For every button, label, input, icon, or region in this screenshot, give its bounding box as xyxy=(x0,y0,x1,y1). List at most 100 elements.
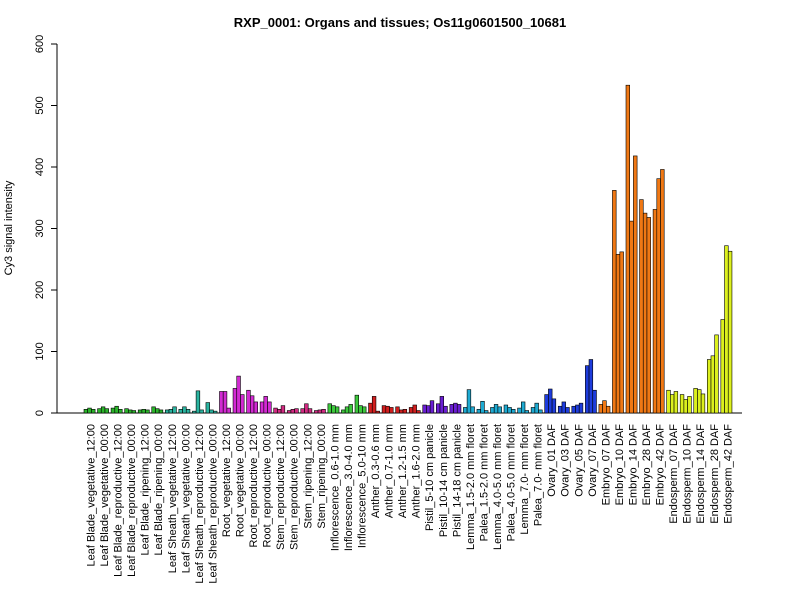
bar xyxy=(395,406,400,414)
x-category-label: Root_vegetative_00:00 xyxy=(235,424,247,537)
bar xyxy=(710,355,716,414)
bar xyxy=(629,220,634,414)
bar xyxy=(697,389,702,414)
bar xyxy=(273,407,278,414)
bar xyxy=(557,405,563,414)
bar xyxy=(222,391,228,414)
bar xyxy=(399,409,404,414)
x-category-label: Anther_1.2-1.5 mm xyxy=(397,424,409,518)
bar xyxy=(385,405,390,414)
bar xyxy=(408,407,414,414)
bar xyxy=(605,405,611,414)
x-category-label: Pistil_14-18 cm panicle xyxy=(451,424,463,537)
bar xyxy=(456,404,462,414)
bar xyxy=(679,394,685,414)
bar xyxy=(259,401,265,414)
bar xyxy=(371,396,377,414)
bar xyxy=(530,407,536,414)
x-category-label: Lemma_1.5-2.0 mm floret xyxy=(465,424,477,550)
x-category-label: Palea_4.0-5.0 mm floret xyxy=(506,424,518,541)
bar xyxy=(381,405,387,414)
bar xyxy=(334,406,340,414)
x-category-label: Embryo_28 DAF xyxy=(641,424,653,506)
bar xyxy=(250,395,255,414)
x-category-label: Palea_1.5-2.0 mm floret xyxy=(478,424,490,541)
bar xyxy=(619,251,624,414)
bar xyxy=(578,402,584,414)
x-category-label: Inflorescence_0.6-1.0 mm xyxy=(329,424,341,551)
x-category-label: Leaf Blade_ripening_00:00 xyxy=(153,424,165,556)
bar xyxy=(517,407,522,414)
x-category-label: Palea_7.0- mm floret xyxy=(533,424,545,526)
x-category-label: Leaf Blade_vegetative_12:00 xyxy=(85,424,97,567)
bar xyxy=(511,409,516,414)
bar xyxy=(314,410,319,414)
bar xyxy=(151,406,156,414)
bar xyxy=(490,407,495,414)
bar xyxy=(660,169,665,414)
x-category-label: Stem_reproductive_00:00 xyxy=(289,424,301,550)
bar xyxy=(565,407,570,414)
bar xyxy=(317,409,323,414)
x-category-label: Leaf Blade_reproductive_00:00 xyxy=(126,424,138,577)
bar xyxy=(706,359,712,414)
x-category-label: Endosperm_14 DAF xyxy=(695,424,707,524)
bar xyxy=(100,406,106,414)
x-category-label: Leaf Sheath_reproductive_12:00 xyxy=(194,424,206,584)
y-tick-label: 600 xyxy=(34,35,46,53)
bar xyxy=(141,409,146,414)
bar xyxy=(449,404,454,414)
bar xyxy=(155,408,160,414)
bar xyxy=(124,408,129,414)
bar xyxy=(348,404,353,414)
bar xyxy=(575,404,580,414)
bar xyxy=(362,406,367,414)
bar xyxy=(128,409,133,414)
bar xyxy=(642,212,648,414)
bar xyxy=(277,409,282,414)
bar xyxy=(145,409,150,414)
x-category-label: Anther_0.7-1.0 mm xyxy=(384,424,396,518)
bar xyxy=(87,407,92,414)
y-tick-label: 200 xyxy=(34,281,46,299)
x-category-label: Inflorescence_5.0-10 mm xyxy=(356,424,368,548)
bar xyxy=(97,408,102,414)
bar xyxy=(520,401,526,414)
bar xyxy=(493,404,499,414)
bar xyxy=(185,409,191,414)
bar xyxy=(354,394,360,414)
bar xyxy=(240,394,245,414)
x-category-label: Stem_ripening_00:00 xyxy=(316,424,328,529)
x-category-label: Ovary_07 DAF xyxy=(587,424,599,497)
bar xyxy=(286,410,292,414)
bar xyxy=(538,409,543,414)
bar xyxy=(439,396,445,414)
bar xyxy=(571,405,576,414)
bar xyxy=(561,401,566,414)
bar xyxy=(585,365,590,414)
bar xyxy=(497,406,502,414)
bar xyxy=(625,84,631,414)
bar xyxy=(304,403,309,414)
bar xyxy=(683,399,688,414)
y-tick-label: 300 xyxy=(34,219,46,237)
bar xyxy=(687,396,692,414)
bar xyxy=(602,400,607,414)
bar xyxy=(253,401,259,414)
bar xyxy=(615,254,621,414)
bar xyxy=(656,178,661,414)
bar xyxy=(91,409,96,414)
bar xyxy=(182,406,187,414)
bar xyxy=(358,405,363,414)
bar xyxy=(192,410,197,414)
bar xyxy=(507,407,512,414)
bar xyxy=(219,391,224,414)
bar xyxy=(700,393,706,414)
bar xyxy=(158,409,164,414)
x-category-label: Endosperm_28 DAF xyxy=(709,424,721,524)
x-category-label: Lemma_4.0-5.0 mm floret xyxy=(492,424,504,550)
bar xyxy=(646,217,651,414)
x-category-label: Pistil_10-14 cm panicle xyxy=(438,424,450,537)
bar xyxy=(226,407,231,414)
bar xyxy=(503,404,509,414)
